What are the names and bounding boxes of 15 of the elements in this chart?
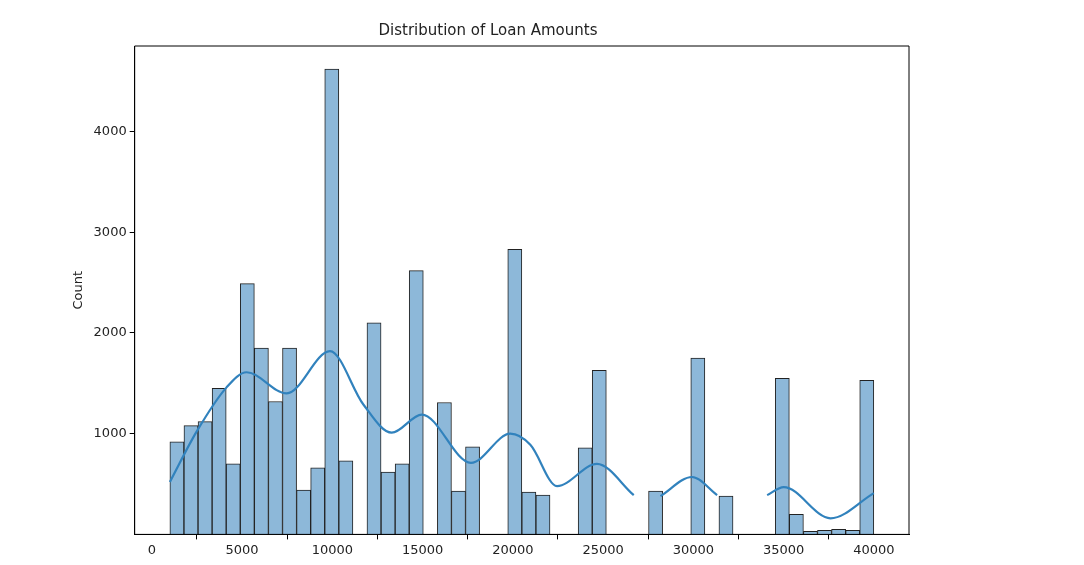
y-tick-label: 2000: [93, 324, 127, 340]
x-tick-label: 25000: [582, 541, 624, 557]
y-tick-label: 4000: [93, 122, 127, 138]
x-tick-label: 10000: [311, 541, 353, 557]
x-tick-label: 5000: [225, 541, 259, 557]
chart-title: Distribution of Loan Amounts: [378, 20, 598, 39]
x-tick-label: 30000: [672, 541, 714, 557]
x-tick-label: 15000: [401, 541, 444, 557]
x-tick-label: 35000: [762, 541, 805, 557]
x-tick-label: 40000: [853, 541, 895, 557]
x-tick-label: 0: [147, 541, 156, 557]
x-tick-label: 20000: [492, 541, 534, 557]
y-tick-label: 1000: [93, 425, 127, 441]
y-axis-title: Count: [70, 270, 86, 310]
y-tick-label: 3000: [93, 223, 127, 239]
